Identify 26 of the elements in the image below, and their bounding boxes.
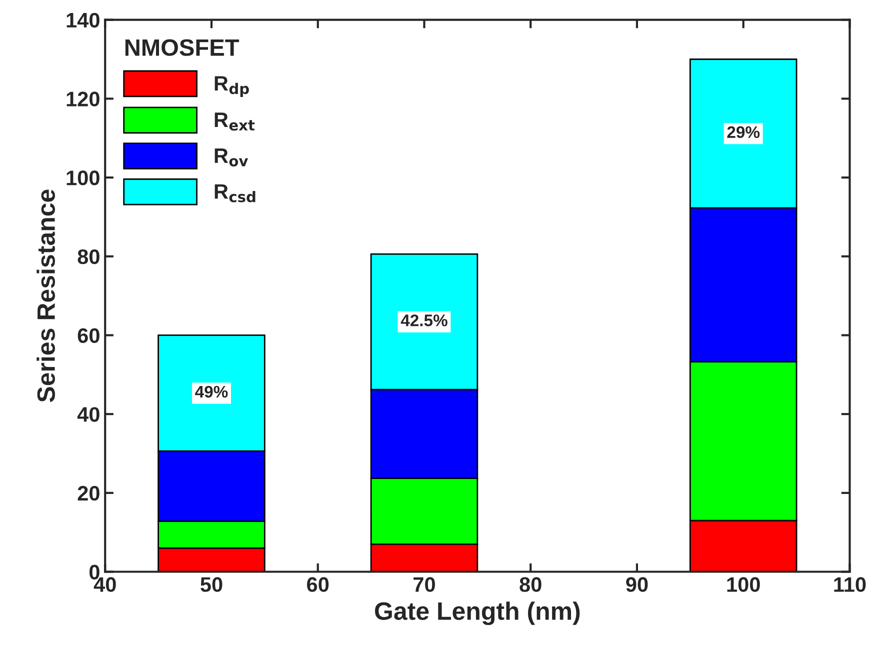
legend-title: NMOSFET <box>125 39 240 56</box>
y-tick-label: 140 <box>66 12 100 28</box>
x-tick-label: 110 <box>834 577 866 592</box>
y-tick-label: 80 <box>78 249 100 264</box>
y-tick-label: 100 <box>66 170 100 186</box>
y-tick-label: 0 <box>89 564 100 580</box>
x-tick-label: 80 <box>520 577 542 592</box>
y-tick-label: 20 <box>78 486 100 501</box>
y-tick-label: 60 <box>78 328 100 343</box>
annotation: 49% <box>195 386 228 398</box>
y-axis-title: Series Resistance <box>36 190 56 402</box>
x-tick-label: 70 <box>414 577 435 592</box>
annotation: 42.5% <box>400 314 448 326</box>
x-tick-label: 40 <box>94 577 116 592</box>
x-tick-label: 100 <box>727 577 760 592</box>
x-tick-label: 90 <box>626 577 648 592</box>
legend-label: R$_{csd}$ <box>214 184 256 202</box>
legend-label: R$_{ov}$ <box>214 148 248 166</box>
x-axis-title: Gate Length (nm) <box>374 602 580 626</box>
y-tick-label: 40 <box>77 407 100 422</box>
x-tick-label: 50 <box>200 577 222 592</box>
x-tick-label: 60 <box>307 577 329 592</box>
y-tick-label: 120 <box>66 92 100 106</box>
legend-label: R$_{ext}$ <box>214 112 255 131</box>
legend-label: R$_{dp}$ <box>214 76 249 97</box>
annotation: 29% <box>727 126 760 138</box>
